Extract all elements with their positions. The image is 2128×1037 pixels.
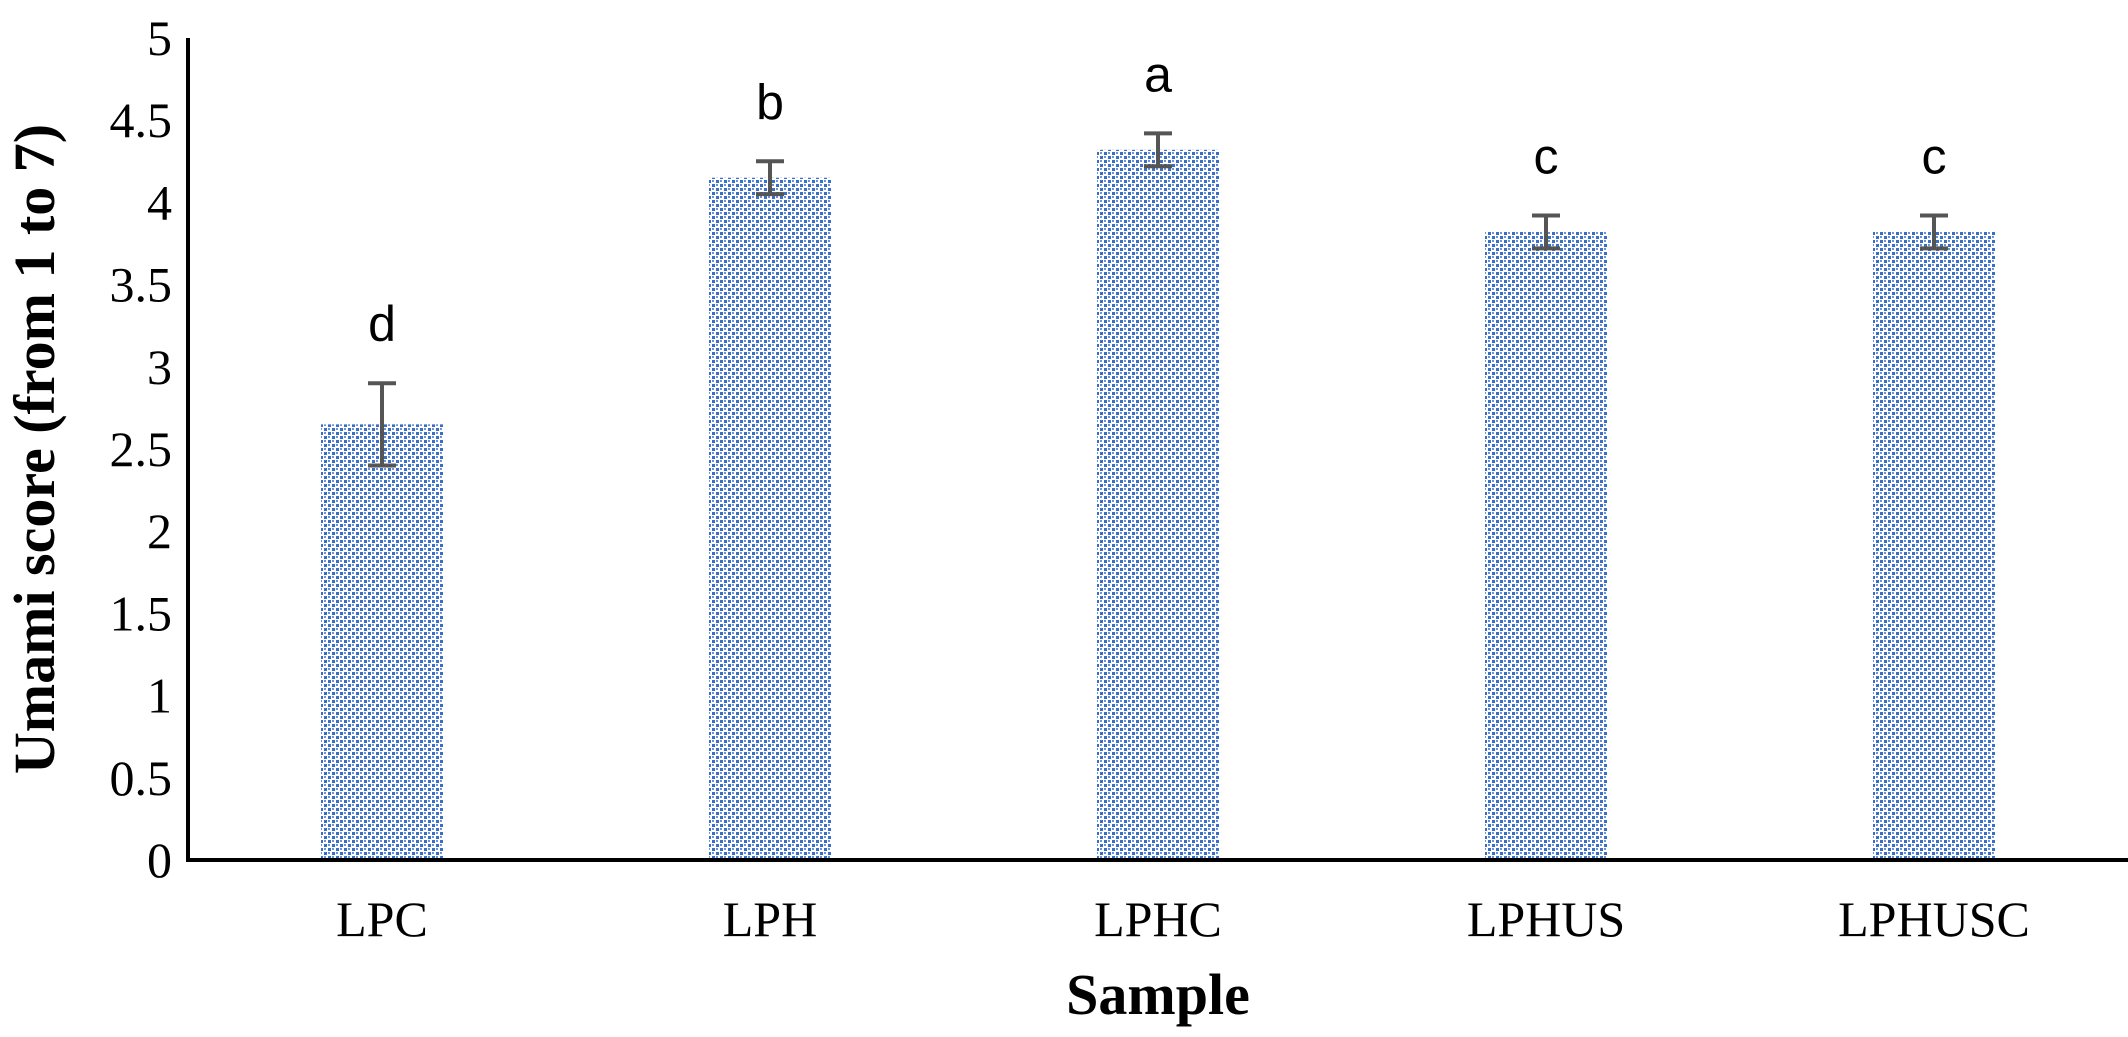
y-tick-label: 4 xyxy=(147,174,172,230)
x-tick-label-lph: LPH xyxy=(723,891,817,947)
x-tick-label-lphus: LPHUS xyxy=(1467,891,1625,947)
bar-lphus xyxy=(1485,231,1607,860)
error-bars-layer xyxy=(368,131,1948,468)
y-tick-label: 5 xyxy=(147,10,172,66)
y-tick-label: 1.5 xyxy=(110,585,173,641)
significance-label-lphusc: c xyxy=(1922,129,1947,185)
y-tick-label: 3 xyxy=(147,339,172,395)
x-tick-label-lpc: LPC xyxy=(336,891,428,947)
y-tick-label: 3.5 xyxy=(110,257,173,313)
bar-lphusc xyxy=(1873,231,1995,860)
error-bar-lphus xyxy=(1532,213,1560,251)
axes-layer xyxy=(186,38,2128,862)
y-tick-labels: 0 0.5 1 1.5 2 2.5 3 3.5 4 4.5 5 xyxy=(110,10,173,888)
x-tick-label-lphc: LPHC xyxy=(1094,891,1222,947)
significance-label-lphus: c xyxy=(1534,129,1559,185)
y-tick-label: 0.5 xyxy=(110,750,173,806)
y-tick-label: 2.5 xyxy=(110,421,173,477)
y-tick-label: 1 xyxy=(147,668,172,724)
y-tick-label: 0 xyxy=(147,832,172,888)
error-bar-lphc xyxy=(1144,131,1172,169)
significance-label-lph: b xyxy=(756,74,784,130)
y-axis-title: Umami score (from 1 to 7) xyxy=(2,124,67,774)
error-bar-lphusc xyxy=(1920,213,1948,251)
x-axis-title: Sample xyxy=(1066,962,1250,1027)
x-tick-labels: LPC LPH LPHC LPHUS LPHUSC xyxy=(336,891,2030,947)
significance-labels-layer: d b a c c xyxy=(368,46,1946,352)
bars-layer xyxy=(321,149,1995,861)
y-tick-label: 2 xyxy=(147,503,172,559)
y-tick-label: 4.5 xyxy=(110,92,173,148)
x-tick-label-lphusc: LPHUSC xyxy=(1838,891,2030,947)
significance-label-lphc: a xyxy=(1144,46,1172,102)
significance-label-lpc: d xyxy=(368,296,396,352)
bar-lphc xyxy=(1097,149,1219,861)
error-bar-lpc xyxy=(368,381,396,468)
bar-lph xyxy=(709,177,831,861)
error-bar-lph xyxy=(756,159,784,197)
bar-lpc xyxy=(321,424,443,860)
